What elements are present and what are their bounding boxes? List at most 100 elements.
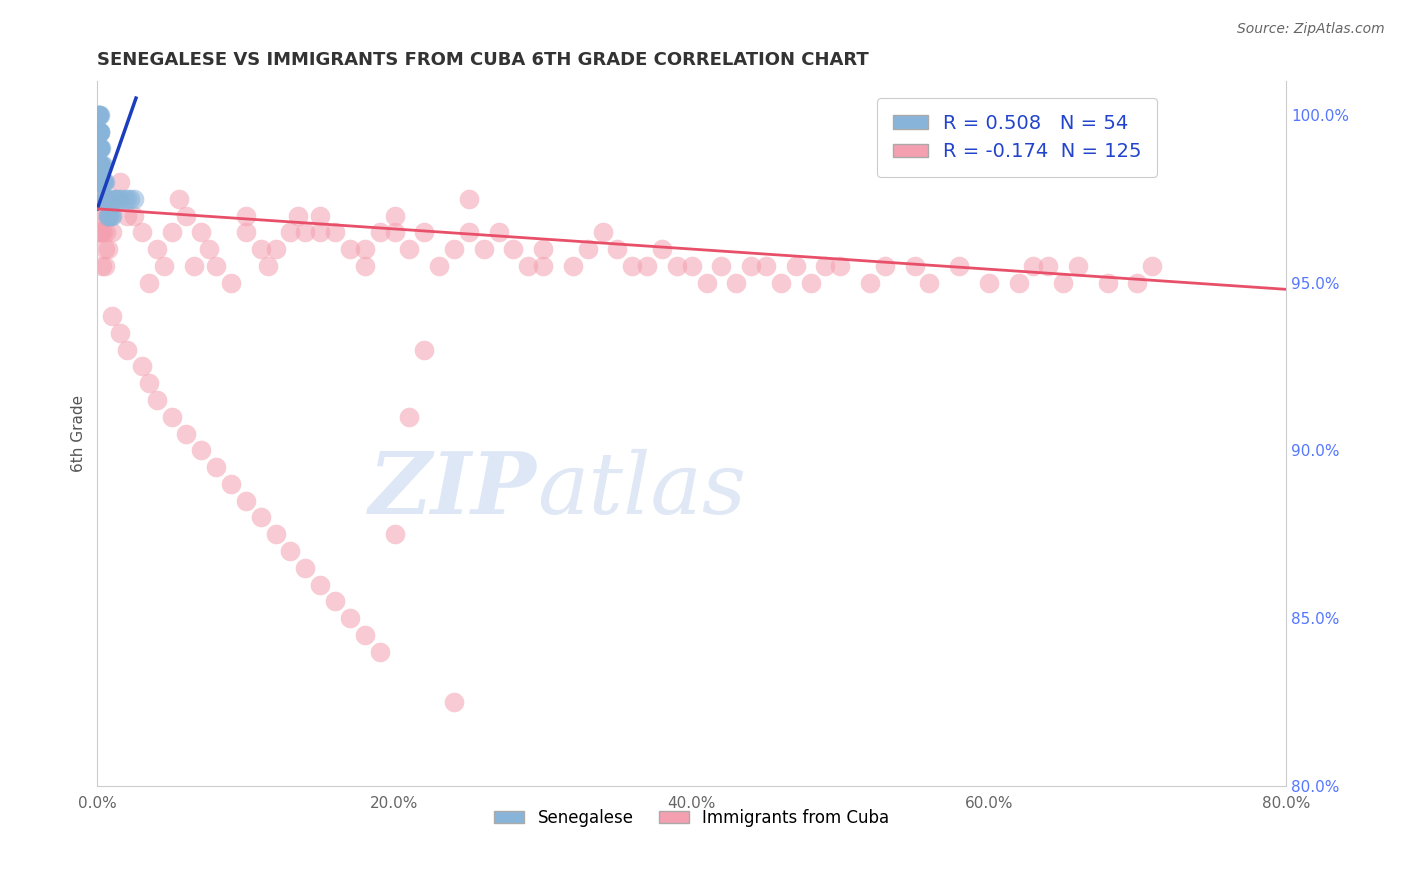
Point <box>107 192 129 206</box>
Point <box>101 309 124 323</box>
Point <box>87 158 110 172</box>
Point <box>176 209 198 223</box>
Point <box>235 493 257 508</box>
Point <box>695 276 717 290</box>
Point <box>740 259 762 273</box>
Point <box>576 242 599 256</box>
Point <box>87 225 110 239</box>
Point <box>87 108 110 122</box>
Point <box>89 141 111 155</box>
Point <box>131 225 153 239</box>
Point <box>87 158 110 172</box>
Point <box>1126 276 1149 290</box>
Point <box>124 209 146 223</box>
Point <box>472 242 495 256</box>
Point <box>190 225 212 239</box>
Point <box>91 175 114 189</box>
Point <box>903 259 925 273</box>
Point <box>287 209 309 223</box>
Point <box>91 175 114 189</box>
Point <box>368 225 391 239</box>
Point <box>398 409 420 424</box>
Point <box>160 225 183 239</box>
Point <box>1067 259 1090 273</box>
Point <box>94 242 117 256</box>
Point <box>87 141 110 155</box>
Y-axis label: 6th Grade: 6th Grade <box>72 395 86 472</box>
Point <box>517 259 540 273</box>
Point <box>257 259 280 273</box>
Point <box>98 209 121 223</box>
Point <box>427 259 450 273</box>
Point <box>183 259 205 273</box>
Point <box>87 192 110 206</box>
Point <box>948 259 970 273</box>
Point <box>87 141 110 155</box>
Point <box>830 259 852 273</box>
Point <box>87 175 110 189</box>
Point <box>100 209 122 223</box>
Point <box>115 343 138 357</box>
Point <box>91 158 114 172</box>
Point <box>89 225 111 239</box>
Point <box>89 125 111 139</box>
Point <box>384 209 406 223</box>
Point <box>94 192 117 206</box>
Point <box>115 192 138 206</box>
Point <box>918 276 941 290</box>
Point <box>87 125 110 139</box>
Point <box>384 527 406 541</box>
Point <box>93 175 115 189</box>
Point <box>101 225 124 239</box>
Point <box>353 242 375 256</box>
Point <box>190 443 212 458</box>
Point <box>138 276 160 290</box>
Point <box>294 225 316 239</box>
Point <box>176 426 198 441</box>
Point <box>90 259 112 273</box>
Point <box>103 192 125 206</box>
Point <box>91 225 114 239</box>
Point <box>89 158 111 172</box>
Point <box>89 108 111 122</box>
Point <box>323 594 346 608</box>
Point <box>1038 259 1060 273</box>
Point <box>101 209 124 223</box>
Point <box>89 192 111 206</box>
Point <box>205 460 228 475</box>
Point <box>87 158 110 172</box>
Point <box>87 108 110 122</box>
Point <box>89 192 111 206</box>
Point <box>167 192 190 206</box>
Point <box>197 242 219 256</box>
Point <box>814 259 837 273</box>
Point <box>710 259 733 273</box>
Point <box>1052 276 1074 290</box>
Point <box>97 209 120 223</box>
Point <box>1142 259 1164 273</box>
Point <box>443 242 465 256</box>
Point <box>90 225 112 239</box>
Point <box>146 392 169 407</box>
Point <box>96 192 118 206</box>
Point <box>457 225 479 239</box>
Point <box>90 158 112 172</box>
Text: Source: ZipAtlas.com: Source: ZipAtlas.com <box>1237 22 1385 37</box>
Point <box>91 192 114 206</box>
Point <box>89 192 111 206</box>
Point <box>96 192 118 206</box>
Point <box>502 242 524 256</box>
Point <box>87 175 110 189</box>
Point <box>89 108 111 122</box>
Point <box>124 192 146 206</box>
Point <box>785 259 807 273</box>
Point <box>98 209 121 223</box>
Point <box>94 192 117 206</box>
Point <box>264 242 287 256</box>
Point <box>89 225 111 239</box>
Point <box>87 125 110 139</box>
Point <box>681 259 703 273</box>
Point <box>90 158 112 172</box>
Point <box>488 225 510 239</box>
Text: atlas: atlas <box>537 449 747 532</box>
